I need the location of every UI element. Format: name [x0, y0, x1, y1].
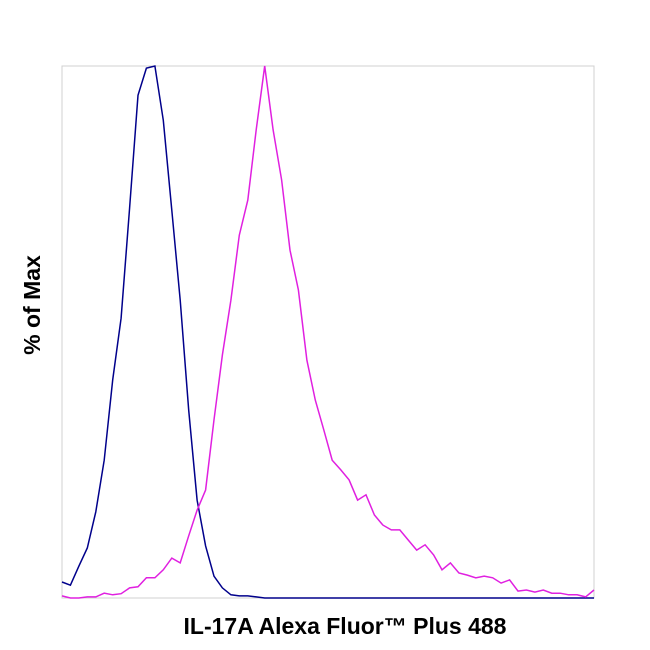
histogram-line: [61, 65, 595, 599]
y-axis-label: % of Max: [19, 255, 45, 355]
x-axis-label: IL-17A Alexa Fluor™ Plus 488: [184, 613, 507, 639]
plot-frame: [61, 65, 595, 599]
histogram-line: [61, 65, 594, 599]
